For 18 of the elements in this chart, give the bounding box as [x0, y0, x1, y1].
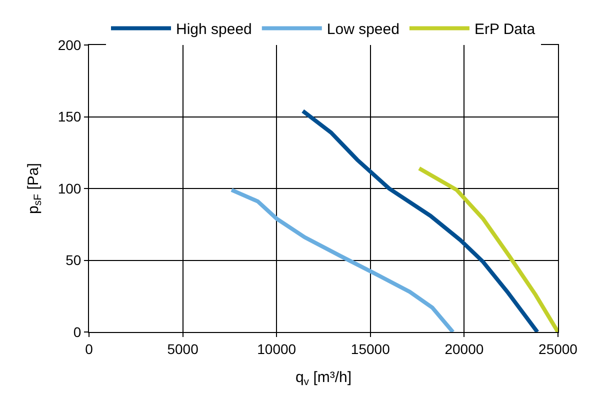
x-tick-label: 10000 [257, 340, 296, 357]
line-series [300, 109, 540, 332]
x-tick-label: 15000 [350, 340, 390, 357]
x-tick-label: 5000 [167, 340, 199, 357]
x-tick-label: 0 [85, 340, 94, 357]
y-tick-label: 0 [73, 324, 82, 340]
y-tick-label: 100 [58, 180, 82, 196]
y-tick-label: 50 [66, 252, 82, 268]
legend-label: High speed [176, 21, 252, 38]
line-series [230, 188, 455, 332]
y-tick-label: 150 [58, 108, 82, 125]
y-tick-label: 200 [58, 36, 82, 53]
legend-label: ErP Data [474, 21, 536, 38]
x-tick-label: 25000 [538, 340, 578, 357]
legend-label: Low speed [326, 21, 400, 38]
line-series [417, 166, 558, 332]
x-tick-label: 20000 [444, 340, 484, 357]
x-axis-title: q$_{v}$ [m³/h] [295, 368, 352, 388]
